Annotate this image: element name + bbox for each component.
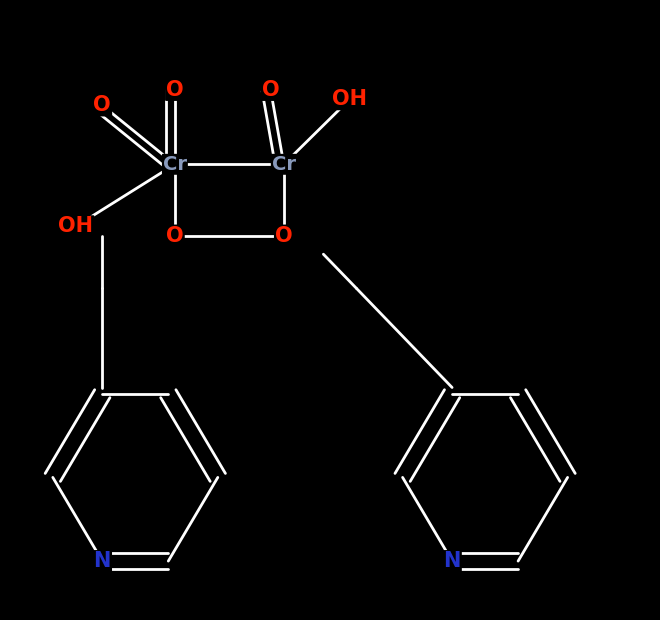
Text: O: O [262, 80, 279, 100]
Text: Cr: Cr [163, 155, 187, 174]
Text: N: N [444, 551, 461, 571]
Text: O: O [166, 80, 183, 100]
Text: Cr: Cr [272, 155, 296, 174]
Text: O: O [275, 226, 292, 246]
Text: O: O [94, 95, 111, 115]
Text: N: N [94, 551, 111, 571]
Text: O: O [166, 226, 183, 246]
Text: OH: OH [332, 89, 368, 109]
Text: OH: OH [58, 216, 94, 236]
